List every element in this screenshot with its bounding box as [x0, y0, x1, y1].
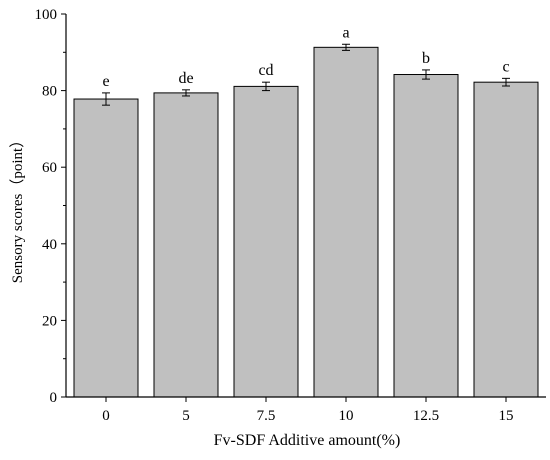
bar — [73, 98, 139, 398]
x-tick-label: 7.5 — [257, 408, 276, 424]
bar — [393, 74, 459, 398]
significance-letter: a — [342, 24, 349, 41]
y-tick-label: 100 — [35, 7, 58, 23]
bar — [153, 92, 219, 398]
significance-letter: e — [102, 73, 109, 90]
y-tick-label: 80 — [42, 84, 57, 100]
x-tick-label: 10 — [339, 408, 354, 424]
bar — [313, 46, 379, 398]
x-tick-label: 12.5 — [413, 408, 439, 424]
significance-letter: de — [178, 70, 193, 87]
x-tick-label: 0 — [102, 408, 110, 424]
significance-letter: c — [502, 58, 509, 75]
x-tick-label: 15 — [499, 408, 514, 424]
x-axis-label: Fv-SDF Additive amount(%) — [214, 432, 401, 449]
y-tick-label: 0 — [50, 390, 58, 406]
ticks-layer: 0 5 7.5 10 12.5 15 0 20 40 60 80 100 — [35, 7, 514, 424]
bar — [473, 81, 539, 398]
significance-letter: cd — [258, 62, 273, 79]
error-bars-layer — [102, 43, 510, 106]
significance-letters-layer: e de cd a b c — [102, 24, 509, 90]
y-tick-label: 60 — [42, 160, 57, 176]
significance-letter: b — [422, 50, 430, 67]
y-tick-label: 40 — [42, 237, 57, 253]
y-axis-label: Sensory scores（point） — [9, 133, 26, 283]
y-tick-label: 20 — [42, 313, 57, 329]
bar — [233, 85, 299, 398]
x-tick-label: 5 — [182, 408, 190, 424]
bars-layer — [73, 46, 539, 398]
